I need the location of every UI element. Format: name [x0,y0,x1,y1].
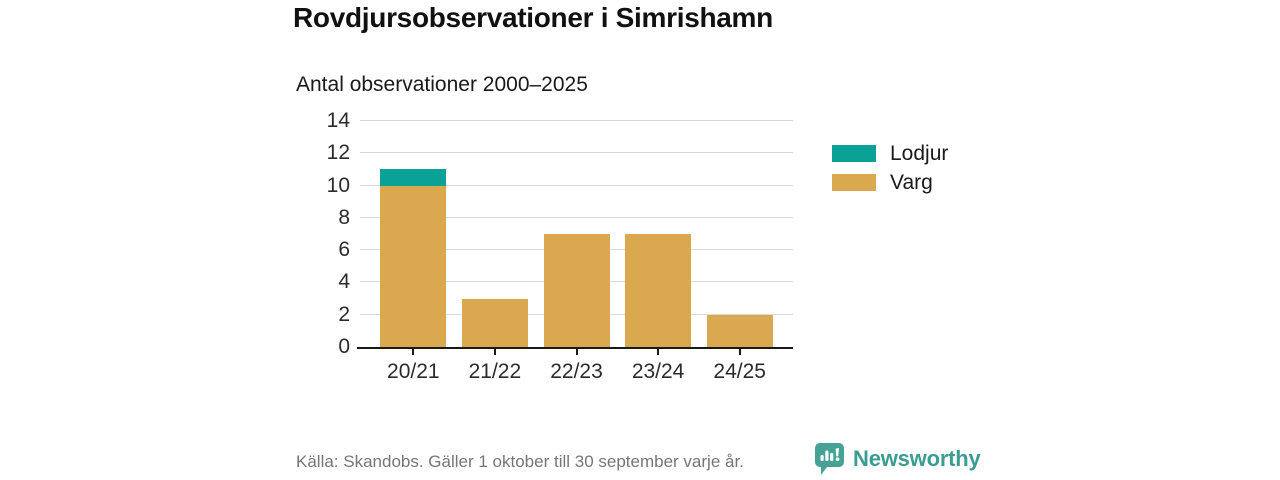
x-axis-label: 24/25 [713,360,766,383]
newsworthy-logo-icon [814,442,845,476]
y-axis-tick-label: 4 [338,270,350,294]
source-note: Källa: Skandobs. Gäller 1 oktober till 3… [296,452,744,471]
x-axis-tick [412,347,415,355]
legend-item-lodjur: Lodjur [832,142,948,165]
bar-segment-varg-20/21 [380,185,447,347]
legend-swatch-icon [832,145,876,162]
x-axis-label: 22/23 [550,360,603,383]
legend-label: Varg [890,170,933,194]
x-axis-tick [657,347,660,355]
bar-segment-varg-21/22 [461,298,528,347]
bar-segment-lodjur-20/21 [380,169,447,186]
x-axis-tick [575,347,578,355]
y-axis-tick-label: 0 [338,335,350,358]
brand-name: Newsworthy [853,446,981,471]
y-axis-tick-label: 14 [326,109,350,132]
x-axis-label: 21/22 [468,360,522,383]
y-axis-tick-label: 6 [338,238,350,262]
bar-segment-varg-22/23 [543,234,610,347]
grid-line [360,152,793,154]
y-axis-tick-label: 2 [338,302,350,326]
legend-label: Lodjur [890,141,949,165]
grid-line [360,120,793,121]
legend-swatch-icon [832,174,876,191]
x-axis-tick [493,347,496,355]
x-axis-label: 20/21 [387,360,440,383]
grid-line [360,184,793,186]
y-axis-tick-label: 12 [326,141,350,165]
bar-segment-varg-24/25 [706,314,773,347]
x-axis-label: 23/24 [631,360,685,383]
x-axis-tick [738,347,741,355]
legend-item-varg: Varg [832,171,948,194]
chart-subtitle: Antal observationer 2000–2025 [296,73,588,96]
y-axis-tick-label: 10 [326,173,350,197]
x-axis-line [357,347,793,349]
plot-area: 0 2 4 6 8 10 12 14 20/21 21/22 22/23 23/24 24/25 [327,109,793,383]
legend: Lodjur Varg [832,142,948,203]
y-axis-tick-label: 8 [338,205,350,229]
chart-title: Rovdjursobservationer i Simrishamn [293,2,773,33]
grid-line [360,216,793,218]
brand-lockup: Newsworthy [814,442,981,476]
bar-segment-varg-23/24 [625,234,692,347]
